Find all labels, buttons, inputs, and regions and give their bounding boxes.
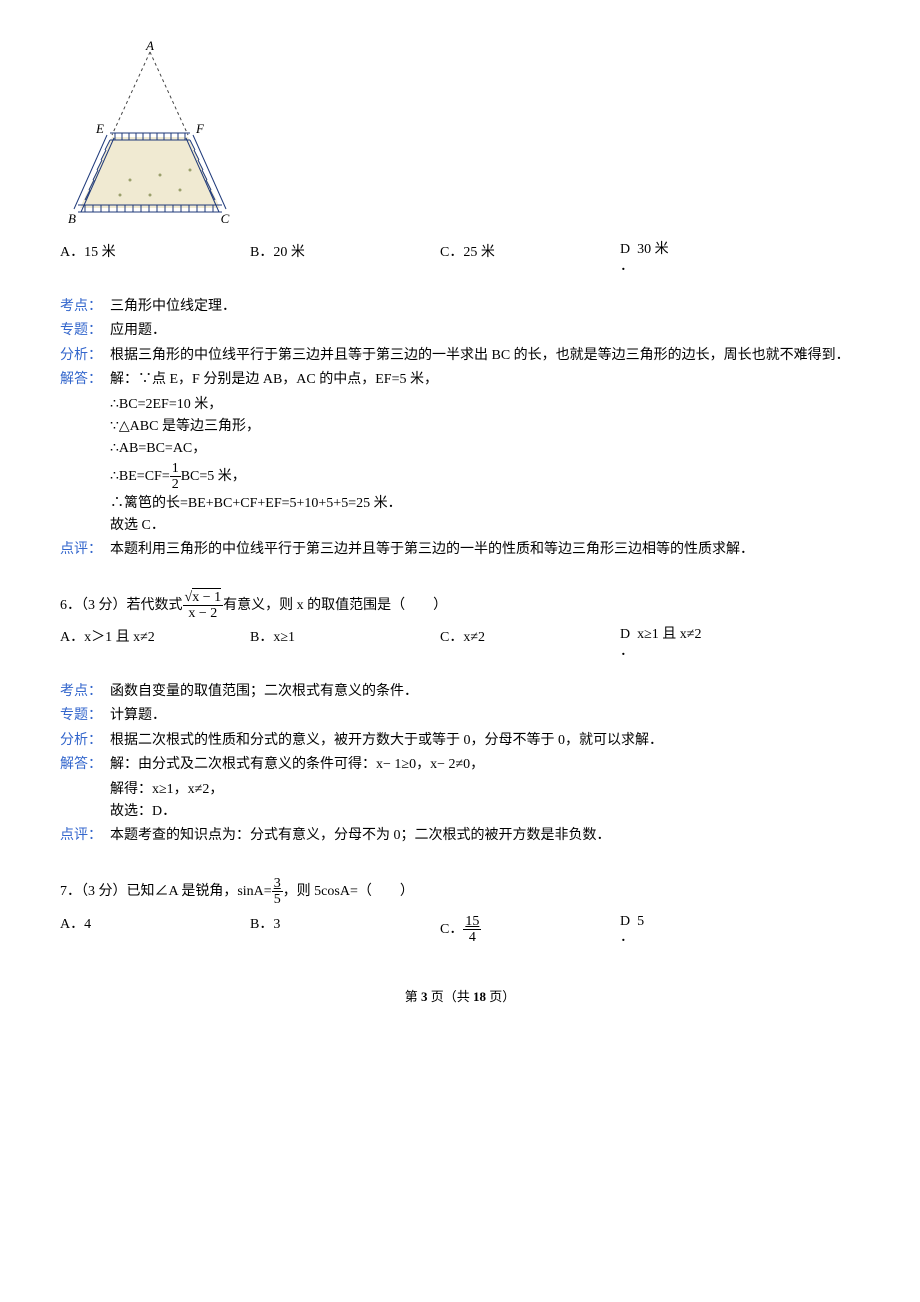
q6-jieda-l3: 故选：D．	[60, 801, 860, 823]
q6-stem-den: x − 2	[183, 606, 224, 621]
q6-stem: 6．（3 分）若代数式√x − 1x − 2有意义，则 x 的取值范围是（ ）	[60, 590, 860, 622]
q6-jieda-l1: 解：由分式及二次根式有意义的条件可得：x− 1≥0，x− 2≠0，	[110, 754, 860, 776]
q6-stem-post: 有意义，则 x 的取值范围是（ ）	[223, 598, 447, 613]
q5-jieda-l3: ∵△ABC 是等边三角形，	[60, 416, 860, 438]
footer-mid: 页（共	[427, 989, 473, 1004]
q6-fenxi: 根据二次根式的性质和分式的意义，被开方数大于或等于 0，分母不等于 0，就可以求…	[110, 730, 860, 752]
q6-zhuanti-label: 专题：	[60, 705, 110, 727]
q6-option-b: B．x≥1	[250, 627, 440, 661]
q5-option-d: D 30 米 ．	[620, 242, 669, 276]
q6-zhuanti: 计算题．	[110, 705, 860, 727]
q7-option-d-top: D	[620, 914, 630, 929]
q7-option-c-num: 15	[463, 914, 481, 930]
q7-option-c-pre: C．	[440, 922, 463, 937]
q7-options: A．4 B．3 C．154 D 5 ．	[60, 914, 860, 948]
page-footer: 第 3 页（共 18 页）	[60, 987, 860, 1008]
q5-jieda-l5-den: 2	[170, 477, 181, 492]
q7-option-a: A．4	[60, 914, 250, 948]
q6-options: A．x＞1 且 x≠2 B．x≥1 C．x≠2 D x≥1 且 x≠2 ．	[60, 627, 860, 661]
footer-pre: 第	[405, 989, 421, 1004]
edge-ae	[112, 52, 150, 135]
q7-stem-post: ，则 5cosA=（ ）	[283, 884, 414, 899]
q6-option-d-text: x≥1 且 x≠2	[637, 627, 701, 642]
q5-option-a: A．15 米	[60, 242, 250, 276]
q5-option-c: C．25 米	[440, 242, 620, 276]
q5-explanation: 考点：三角形中位线定理． 专题：应用题． 分析：根据三角形的中位线平行于第三边并…	[60, 296, 860, 562]
q5-fenxi: 根据三角形的中位线平行于第三边并且等于第三边的一半求出 BC 的长，也就是等边三…	[110, 345, 860, 367]
q5-jieda-l2: ∴BC=2EF=10 米，	[60, 394, 860, 416]
q5-jieda-l5: ∴BE=CF=12BC=5 米，	[60, 461, 860, 493]
q5-option-d-text: 30 米	[637, 242, 669, 257]
q6-option-d: D x≥1 且 x≠2 ．	[620, 627, 702, 661]
q6-dianping: 本题考查的知识点为：分式有意义，分母不为 0；二次根式的被开方数是非负数．	[110, 825, 860, 847]
q5-dianping-label: 点评：	[60, 539, 110, 561]
q5-zhuanti-label: 专题：	[60, 320, 110, 342]
q5-dianping: 本题利用三角形的中位线平行于第三边并且等于第三边的一半的性质和等边三角形三边相等…	[110, 539, 860, 561]
label-a: A	[145, 40, 154, 53]
q6-jieda-label: 解答：	[60, 754, 110, 776]
q6-stem-pre: 6．（3 分）若代数式	[60, 598, 183, 613]
q5-jieda-l5-post: BC=5 米，	[181, 469, 246, 484]
q7-option-c-den: 4	[463, 930, 481, 945]
q7-option-d-text: 5	[637, 914, 644, 929]
triangle-diagram: A E F B C	[60, 40, 860, 238]
q5-option-d-top: D	[620, 242, 630, 257]
q6-kaodian: 函数自变量的取值范围；二次根式有意义的条件．	[110, 681, 860, 703]
q5-fenxi-label: 分析：	[60, 345, 110, 367]
label-b: B	[68, 211, 76, 226]
q7-stem-den: 5	[272, 892, 283, 907]
q7-stem-pre: 7．（3 分）已知∠A 是锐角，sinA=	[60, 884, 272, 899]
edge-af	[150, 52, 188, 135]
q7-option-d-dot: ．	[620, 930, 644, 947]
q5-jieda-l7: 故选 C．	[60, 515, 860, 537]
q5-jieda-l1: 解：∵点 E，F 分别是边 AB，AC 的中点，EF=5 米，	[110, 369, 860, 391]
q6-fenxi-label: 分析：	[60, 730, 110, 752]
q5-jieda-l6: ∴篱笆的长=BE+BC+CF+EF=5+10+5+5=25 米．	[60, 493, 860, 515]
q6-option-d-dot: ．	[620, 644, 702, 661]
q7-option-d: D 5 ．	[620, 914, 644, 948]
label-e: E	[95, 121, 104, 136]
q6-kaodian-label: 考点：	[60, 681, 110, 703]
q5-jieda-l4: ∴AB=BC=AC，	[60, 438, 860, 460]
q5-kaodian: 三角形中位线定理．	[110, 296, 860, 318]
label-c: C	[221, 211, 230, 226]
q6-option-d-top: D	[620, 627, 630, 642]
q5-kaodian-label: 考点：	[60, 296, 110, 318]
q7-stem-num: 3	[272, 876, 283, 892]
q5-jieda-label: 解答：	[60, 369, 110, 391]
footer-post: 页）	[486, 989, 515, 1004]
q5-jieda-l5-num: 1	[170, 461, 181, 477]
q5-option-b: B．20 米	[250, 242, 440, 276]
q5-jieda-l5-pre: ∴BE=CF=	[110, 469, 170, 484]
q6-option-a: A．x＞1 且 x≠2	[60, 627, 250, 661]
q7-stem: 7．（3 分）已知∠A 是锐角，sinA=35，则 5cosA=（ ）	[60, 876, 860, 908]
q5-zhuanti: 应用题．	[110, 320, 860, 342]
q6-stem-num: √x − 1	[183, 590, 224, 606]
label-f: F	[195, 121, 205, 136]
q6-option-c: C．x≠2	[440, 627, 620, 661]
q6-dianping-label: 点评：	[60, 825, 110, 847]
q6-explanation: 考点：函数自变量的取值范围；二次根式有意义的条件． 专题：计算题． 分析：根据二…	[60, 681, 860, 848]
q7-option-b: B．3	[250, 914, 440, 948]
q6-jieda-l2: 解得：x≥1，x≠2，	[60, 779, 860, 801]
q7-option-c: C．154	[440, 914, 620, 948]
q5-option-d-dot: ．	[620, 259, 669, 276]
footer-total: 18	[473, 989, 486, 1004]
q5-options: A．15 米 B．20 米 C．25 米 D 30 米 ．	[60, 242, 860, 276]
